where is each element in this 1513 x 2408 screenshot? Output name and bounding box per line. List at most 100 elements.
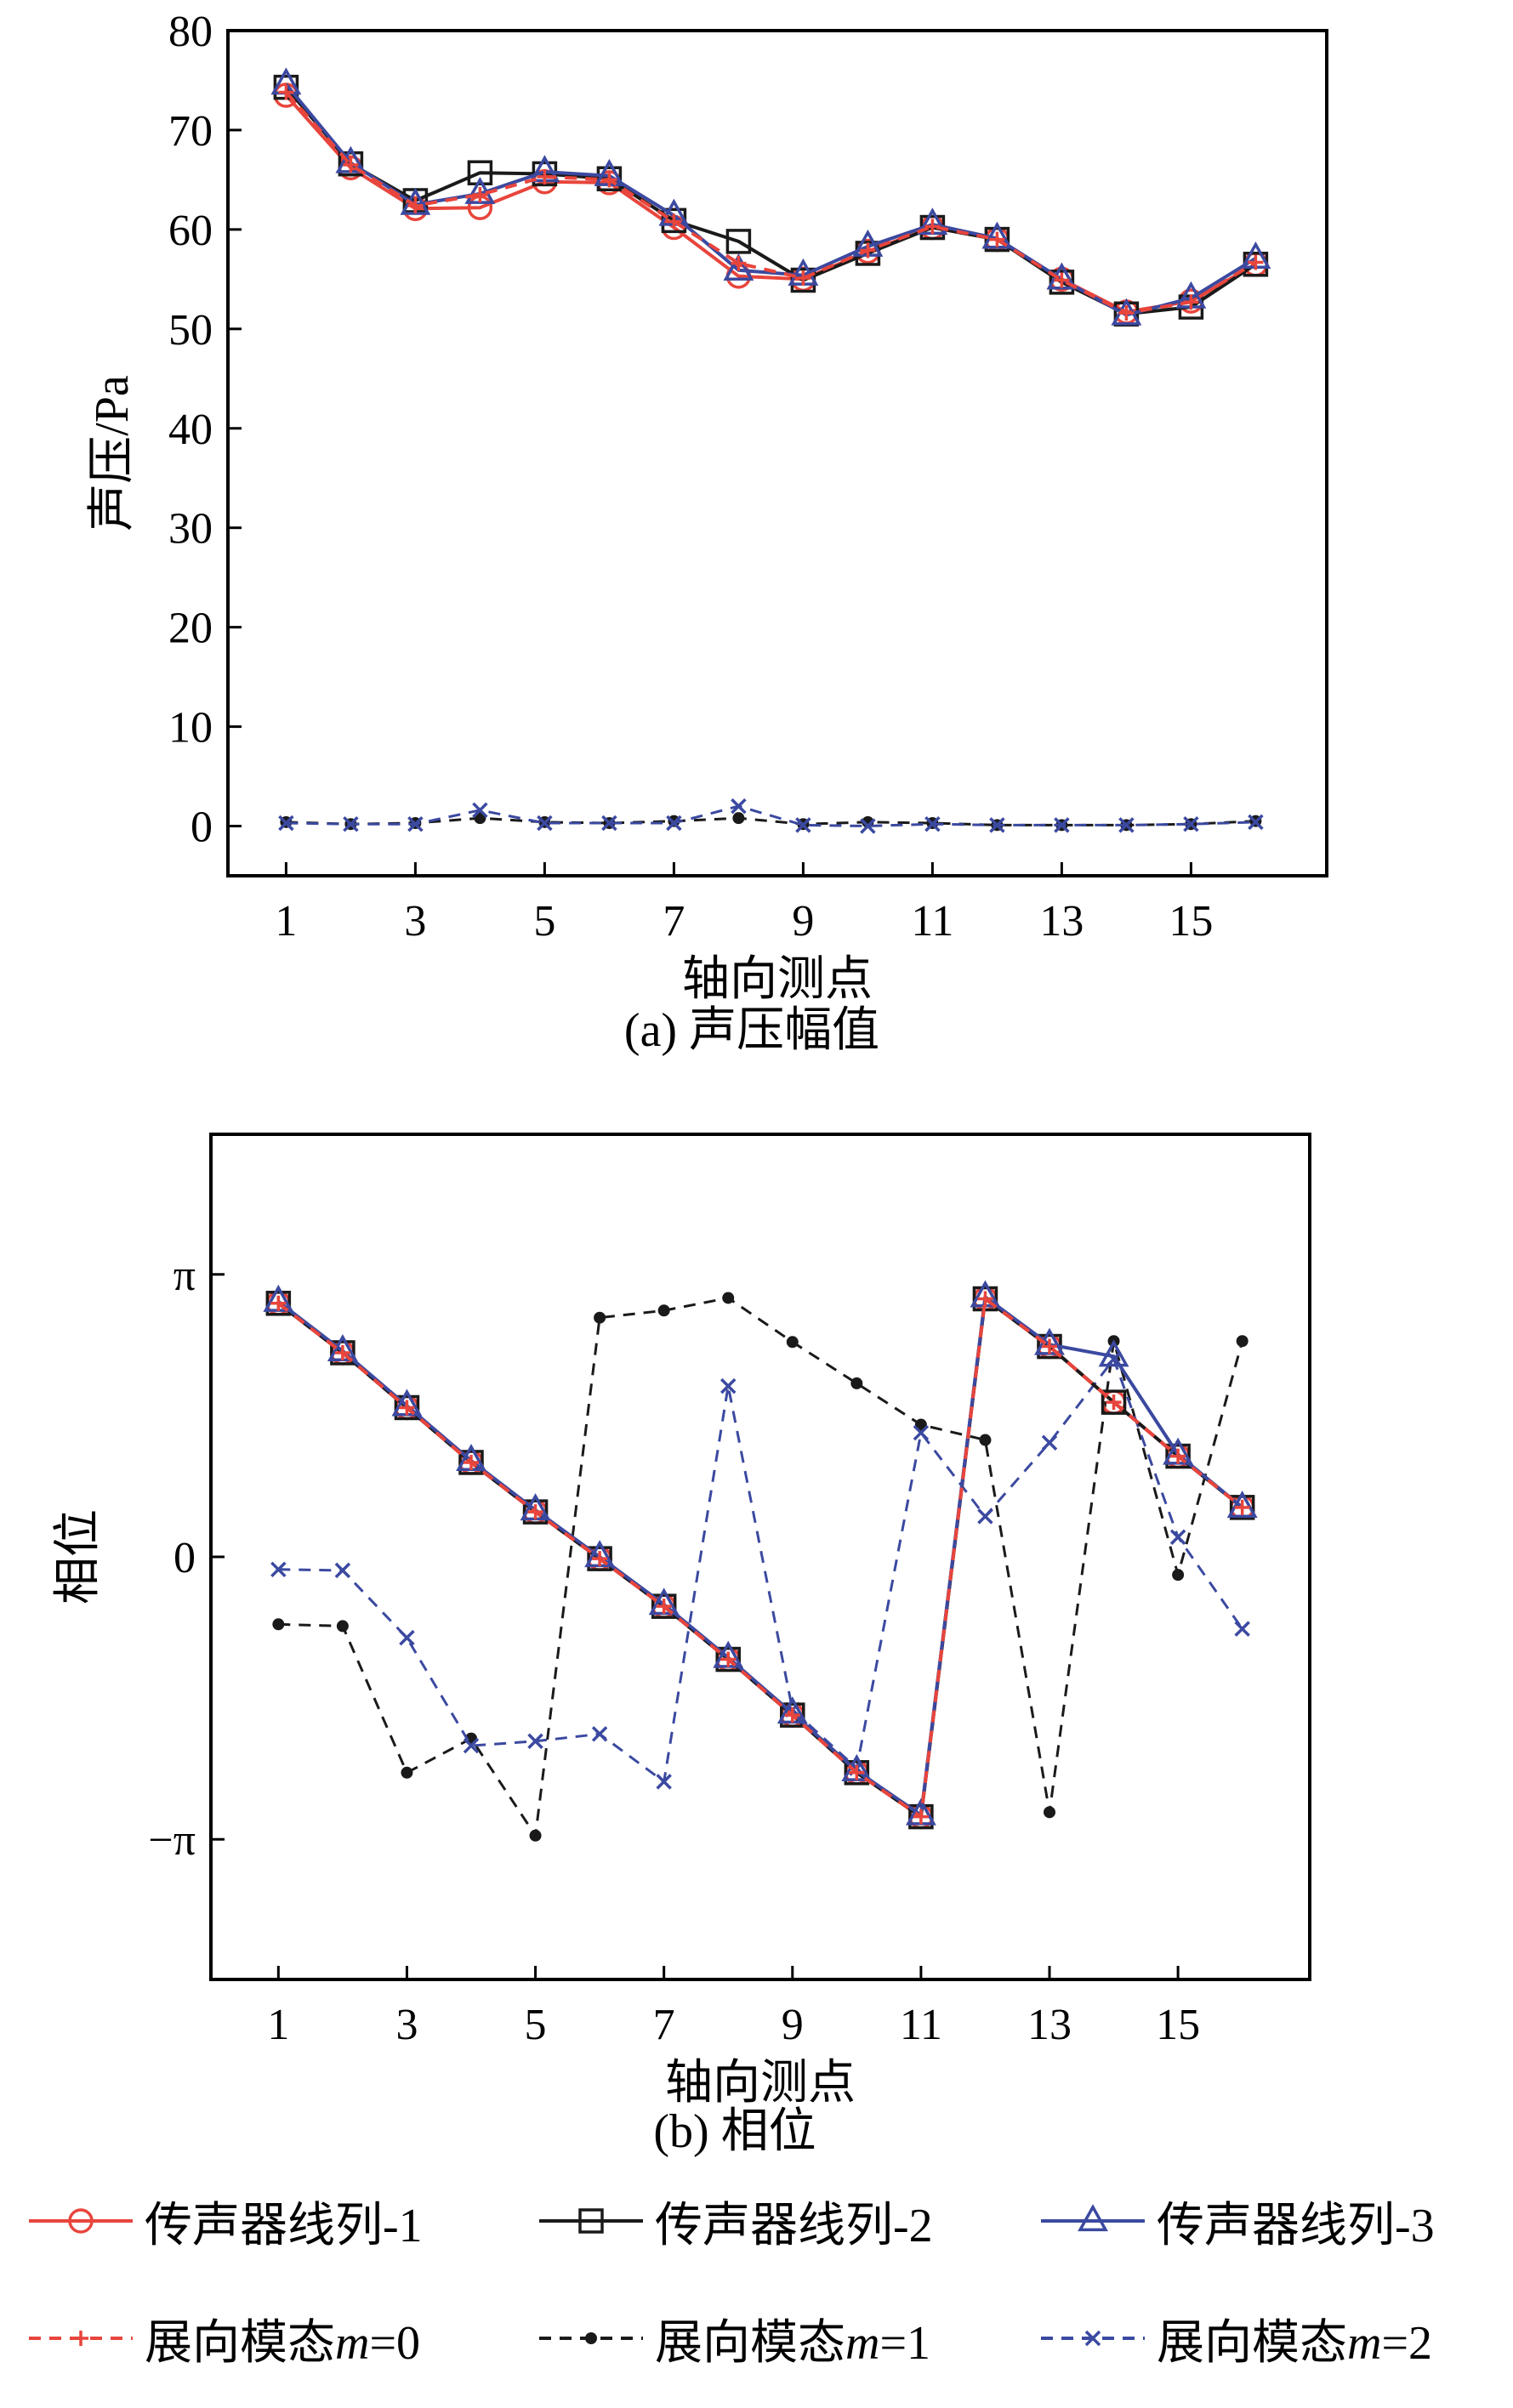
data-point — [844, 1760, 870, 1786]
data-point — [924, 219, 941, 235]
legend-marker — [68, 2208, 94, 2234]
panel-caption: (a) 声压幅值 — [624, 1004, 879, 1057]
data-point — [666, 213, 682, 230]
y-axis-title: 相位 — [52, 1509, 105, 1604]
data-point — [989, 231, 1005, 247]
data-point — [1042, 1338, 1057, 1354]
data-point — [472, 802, 488, 819]
data-point — [338, 150, 364, 177]
data-point — [914, 1418, 927, 1431]
data-point — [913, 1424, 930, 1441]
series-line — [278, 1357, 1243, 1783]
series-line — [278, 1297, 1244, 1837]
data-point — [1169, 1529, 1186, 1545]
data-point — [472, 186, 488, 202]
y-tick-label: 50 — [168, 306, 213, 355]
data-point — [527, 1504, 543, 1520]
data-point — [725, 229, 752, 254]
legend-label-mode-0: 展向模态 — [145, 2316, 335, 2370]
y-tick-label: 40 — [168, 406, 213, 454]
x-tick-label: 13 — [1027, 2001, 1072, 2049]
x-tick-label: 5 — [525, 2001, 547, 2049]
data-point — [330, 1340, 355, 1366]
data-point — [1234, 1499, 1250, 1515]
data-point — [463, 1737, 480, 1754]
data-point — [343, 156, 359, 173]
legend-swatch-mode-2 — [1041, 2330, 1145, 2347]
legend-item-mode-2: 展向模态m=2 — [1038, 2313, 1432, 2370]
data-point — [587, 1546, 612, 1571]
x-tick-label: 7 — [663, 897, 685, 946]
data-point — [860, 242, 876, 258]
series-line — [277, 1297, 1243, 1819]
data-point — [651, 1593, 677, 1619]
legend-swatch-array-3 — [1041, 2204, 1145, 2232]
data-point — [601, 172, 617, 188]
x-tick-label: 15 — [1169, 897, 1213, 946]
data-point — [1170, 1448, 1186, 1464]
data-point — [860, 818, 876, 834]
legend-label-array-2: 传声器线列- — [655, 2199, 909, 2252]
data-point — [656, 1599, 672, 1615]
legend-label-array-1: 传声器线列- — [145, 2199, 399, 2252]
data-point — [977, 1508, 993, 1525]
data-point — [981, 221, 1013, 249]
chart-figure: 1 3 5 7 9 11 13 1501020304050607080轴向测点声压/Pa(a)… — [52, 8, 1328, 2158]
data-point — [732, 812, 745, 825]
x-tick-label: 3 — [404, 897, 426, 946]
y-tick-label: 20 — [168, 605, 213, 653]
series-4 — [278, 84, 1264, 321]
x-tick-label: 9 — [782, 2001, 804, 2049]
data-point — [1234, 1621, 1250, 1637]
x-axis-title: 轴向测点 — [665, 2057, 856, 2110]
legend-marker — [578, 2208, 604, 2234]
data-point — [979, 1434, 992, 1446]
data-point — [913, 1809, 929, 1825]
legend-swatch-mode-1 — [539, 2332, 643, 2344]
data-point — [731, 255, 747, 271]
data-point — [850, 1377, 863, 1389]
x-tick-label: 3 — [395, 2001, 418, 2049]
y-tick-label: 30 — [168, 505, 213, 554]
data-point — [780, 1702, 805, 1728]
data-point — [1183, 294, 1199, 310]
data-point — [334, 1562, 351, 1579]
data-point — [334, 1344, 350, 1360]
data-point — [731, 798, 747, 815]
x-tick-label: 13 — [1039, 897, 1084, 946]
data-point — [786, 1336, 799, 1349]
data-point — [984, 226, 1010, 253]
data-point — [656, 1774, 672, 1790]
series-4 — [270, 1291, 1250, 1825]
plot-frame — [226, 29, 1328, 877]
y-tick-label: −π — [148, 1816, 196, 1865]
data-point — [1054, 272, 1070, 288]
data-point — [278, 815, 294, 832]
y-tick-label: 0 — [191, 804, 213, 852]
x-tick-label: 1 — [275, 897, 297, 946]
data-point — [407, 815, 424, 832]
data-point — [1041, 1434, 1058, 1451]
legend-marker — [73, 2331, 88, 2346]
legend-marker — [1078, 2204, 1108, 2232]
series-line — [286, 804, 1256, 827]
data-point — [784, 1707, 800, 1724]
legend-label-mode-1: 展向模态 — [655, 2316, 845, 2370]
data-point — [1236, 1335, 1249, 1348]
data-point — [795, 270, 811, 287]
legend-item-array-3: 传声器线列-3 — [1038, 2195, 1435, 2252]
series-line — [277, 1295, 1243, 1817]
series-line — [284, 82, 1257, 317]
y-tick-label: π — [173, 1252, 196, 1300]
legend-label-array-3: 传声器线列- — [1157, 2199, 1411, 2252]
data-point — [522, 1499, 549, 1525]
data-point — [399, 1400, 415, 1416]
plot-frame — [209, 1133, 1311, 1981]
data-point — [394, 1394, 420, 1421]
data-point — [270, 1295, 287, 1311]
data-point — [657, 1304, 670, 1317]
data-point — [715, 1646, 741, 1673]
data-point — [270, 1561, 287, 1578]
data-point — [795, 817, 811, 833]
y-axis-title: 声压/Pa — [86, 375, 139, 531]
